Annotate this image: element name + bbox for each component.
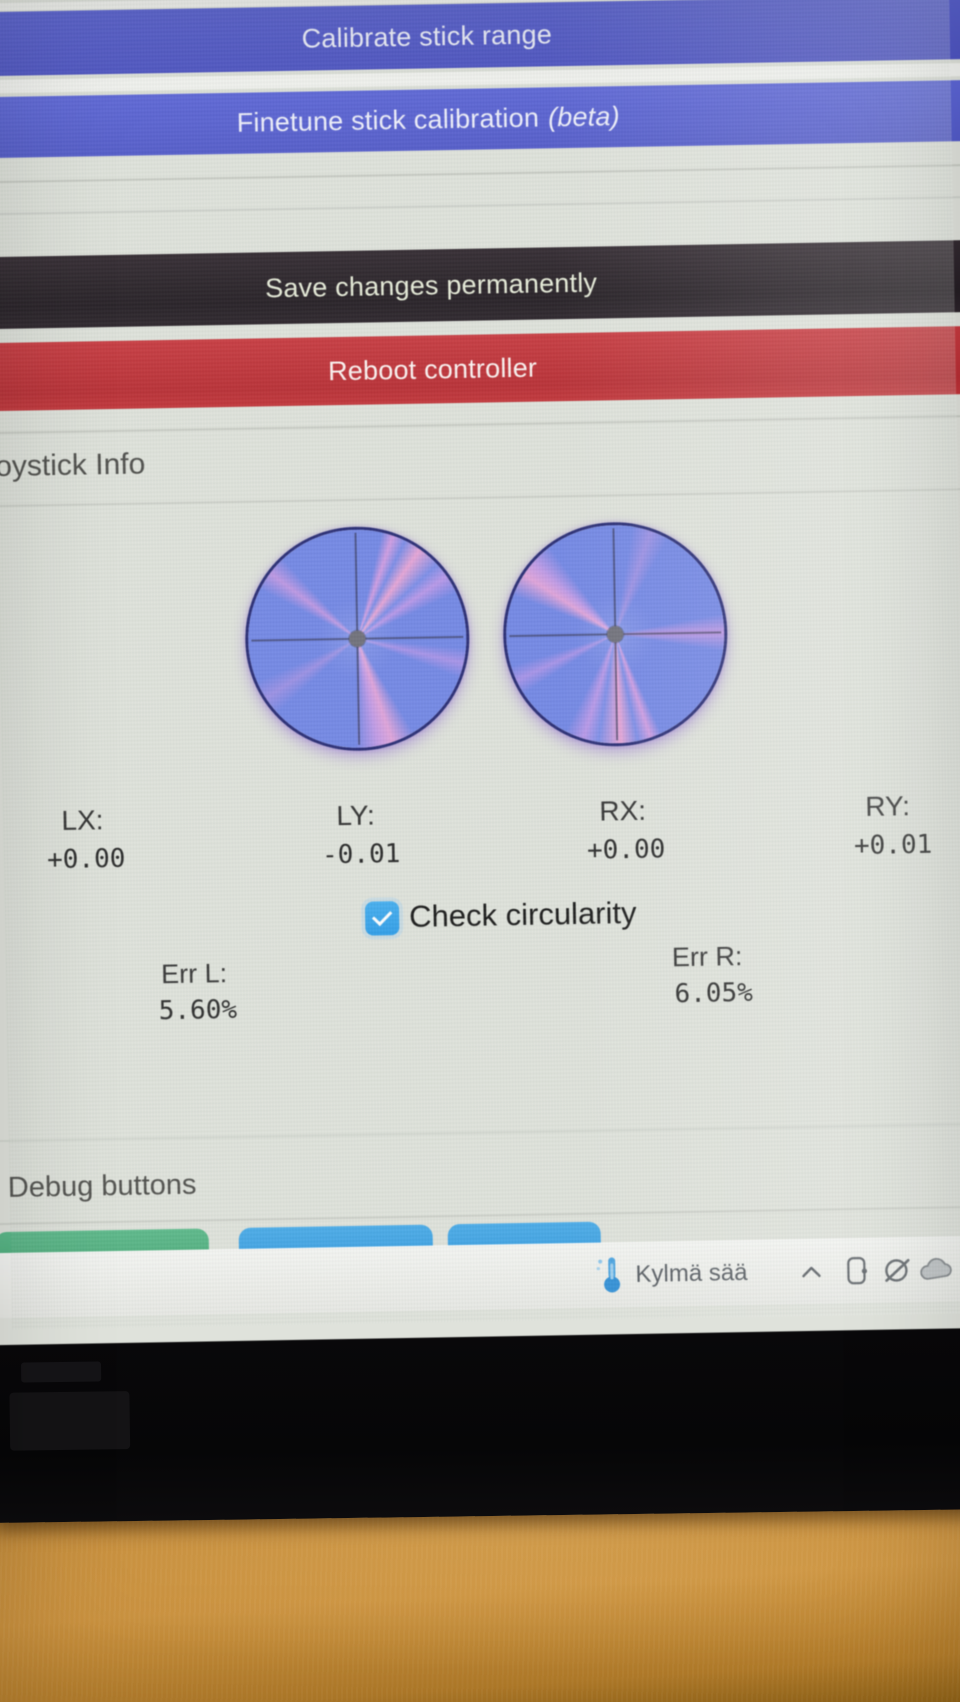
- bezel-vent: [20, 1361, 102, 1383]
- axis-value-ly: -0.01: [321, 839, 401, 871]
- cloud-icon: [917, 1255, 957, 1284]
- phone-link-icon: [841, 1253, 872, 1290]
- tray-phone-link[interactable]: [841, 1239, 872, 1304]
- left-stick-center-dot: [349, 630, 366, 647]
- save-changes-label: Save changes permanently: [264, 267, 598, 303]
- finetune-beta-tag: (beta): [547, 101, 621, 133]
- axis-value-rx: +0.00: [586, 834, 666, 866]
- laptop-screen: Calibrate stick range Finetune stick cal…: [0, 0, 960, 1346]
- check-circularity-label: Check circularity: [408, 894, 637, 934]
- save-changes-button[interactable]: Save changes permanently: [0, 239, 960, 330]
- tray-cloud-sync[interactable]: [917, 1237, 958, 1302]
- weather-widget[interactable]: Kylmä sää: [595, 1241, 748, 1308]
- reboot-controller-button[interactable]: Reboot controller: [0, 325, 960, 412]
- axis-value-ry: +0.01: [853, 829, 933, 862]
- bezel-vent: [9, 1391, 131, 1451]
- axis-label-ry: RY:: [865, 790, 911, 822]
- right-stick-range-fill: [504, 523, 727, 746]
- right-stick-center-dot: [607, 626, 624, 643]
- left-stick-range-fill: [246, 527, 469, 750]
- joystick-info-section-title: oystick Info: [0, 447, 146, 484]
- windows-taskbar: Kylmä sää: [0, 1235, 960, 1319]
- axis-value-lx: +0.00: [46, 843, 126, 876]
- finetune-calibration-label: Finetune stick calibration (beta): [236, 101, 620, 139]
- right-stick-range-circle: [501, 520, 730, 749]
- err-right-value: 6.05%: [674, 977, 754, 1010]
- separator-line: [0, 195, 960, 216]
- reboot-controller-label: Reboot controller: [327, 352, 538, 386]
- err-right-label: Err R:: [671, 941, 743, 973]
- chevron-up-icon: [797, 1260, 825, 1284]
- weather-label: Kylmä sää: [635, 1259, 748, 1289]
- separator-line: [0, 163, 960, 184]
- err-left-value: 5.60%: [158, 994, 238, 1027]
- section-border-line: [0, 487, 960, 508]
- finetune-label-text: Finetune stick calibration: [236, 102, 540, 138]
- check-circularity-checkbox[interactable]: [364, 901, 400, 936]
- calibrate-stick-range-label: Calibrate stick range: [301, 18, 553, 54]
- tray-blocked-status[interactable]: [879, 1238, 916, 1303]
- tray-chevron-button[interactable]: [797, 1240, 826, 1304]
- axis-label-rx: RX:: [599, 794, 647, 827]
- checkmark-icon: [371, 905, 393, 927]
- err-left-label: Err L:: [160, 958, 228, 990]
- axis-label-ly: LY:: [336, 799, 376, 832]
- section-border-line: [0, 1122, 960, 1143]
- thermometer-icon: [595, 1253, 626, 1298]
- blocked-icon: [879, 1253, 916, 1288]
- left-stick-range-circle: [243, 524, 472, 753]
- section-border-line: [0, 1205, 960, 1226]
- axis-label-lx: LX:: [61, 804, 104, 836]
- section-border-line: [0, 414, 960, 435]
- finetune-calibration-button[interactable]: Finetune stick calibration (beta): [0, 79, 960, 159]
- debug-buttons-section-title: Debug buttons: [7, 1168, 197, 1204]
- app-window: Calibrate stick range Finetune stick cal…: [0, 0, 960, 1330]
